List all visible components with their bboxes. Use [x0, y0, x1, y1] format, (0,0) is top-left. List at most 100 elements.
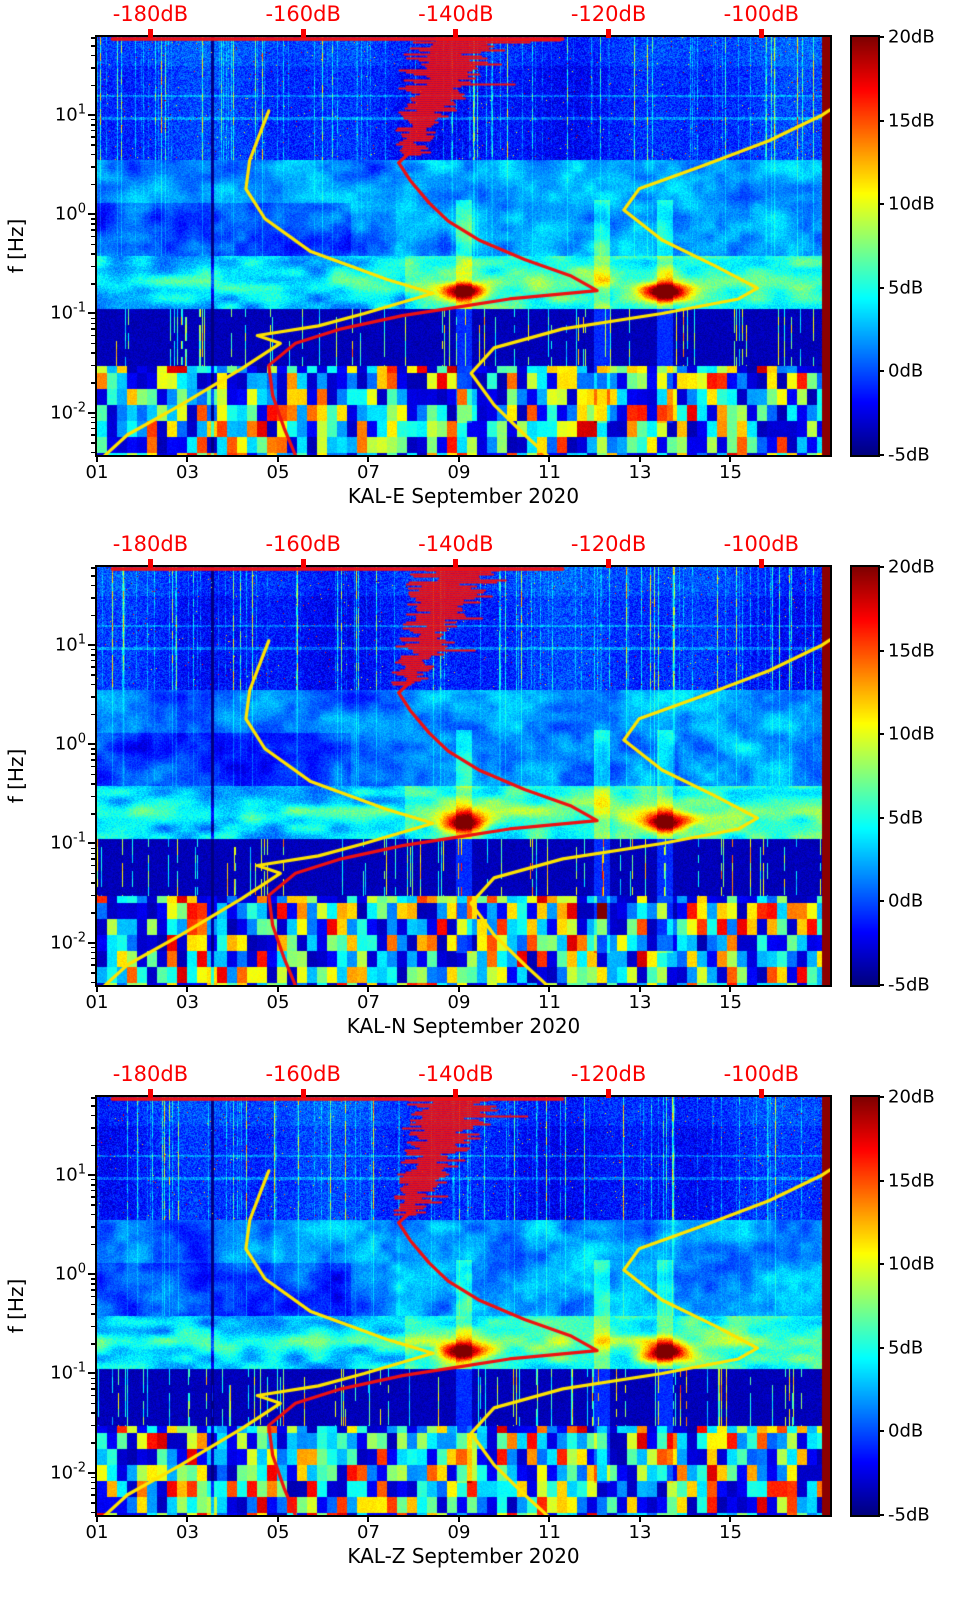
top-axis-red-tick [758, 1089, 764, 1098]
y-minor-tick [91, 882, 95, 884]
x-tick [638, 1517, 641, 1522]
y-minor-tick [91, 342, 95, 345]
y-minor-tick [91, 317, 95, 319]
y-axis-label: f [Hz] [4, 1278, 28, 1334]
y-minor-tick [91, 1295, 95, 1298]
y-minor-tick [91, 118, 95, 121]
panel-kal-z: f [Hz] KAL-Z September 2020 -180dB -160dB… [0, 1060, 962, 1590]
y-minor-tick [91, 1382, 95, 1385]
colorbar-tick [880, 900, 884, 903]
y-minor-tick [91, 1502, 95, 1504]
y-tick-label: 10-1 [50, 1360, 86, 1384]
y-minor-tick [91, 864, 95, 867]
y-tick-label: 10-2 [50, 1460, 86, 1484]
y-minor-tick [91, 322, 95, 325]
x-tick [638, 987, 641, 992]
colorbar-tick [880, 203, 884, 206]
y-minor-tick [91, 575, 95, 577]
y-minor-tick [91, 124, 95, 126]
top-axis-red-tick [300, 1089, 306, 1098]
top-axis-red-tick [606, 29, 612, 38]
y-minor-tick [91, 442, 95, 444]
x-tick [729, 987, 732, 992]
x-tick [276, 987, 279, 992]
y-minor-tick [91, 1283, 95, 1285]
y-minor-tick [91, 981, 95, 984]
top-axis-db-label: -120dB [570, 1062, 647, 1086]
y-minor-tick [91, 1243, 95, 1246]
y-minor-tick [91, 382, 95, 384]
y-minor-tick [91, 253, 95, 255]
y-tick-label: 101 [54, 632, 86, 656]
top-axis-db-label: -180dB [112, 1062, 189, 1086]
y-minor-tick [91, 1097, 95, 1099]
y-minor-tick [91, 1511, 95, 1514]
colorbar-tick [880, 1263, 884, 1266]
y-axis-label: f [Hz] [4, 218, 28, 274]
spectrogram-frame [95, 565, 832, 987]
y-tick-label: 10-1 [50, 830, 86, 854]
colorbar-tick-label: 0dB [888, 1420, 924, 1442]
panel-kal-n: f [Hz] KAL-N September 2020 -180dB -160dB… [0, 530, 962, 1060]
y-minor-tick [91, 1114, 95, 1117]
colorbar-canvas [852, 1097, 878, 1515]
panel-title: KAL-E September 2020 [347, 484, 580, 508]
spectrogram-canvas [97, 567, 830, 985]
colorbar-tick-label: 20dB [888, 26, 935, 48]
y-minor-tick [91, 696, 95, 698]
y-minor-tick [91, 753, 95, 755]
y-minor-tick [91, 229, 95, 231]
y-minor-tick [91, 648, 95, 651]
y-minor-tick [91, 1442, 95, 1444]
y-minor-tick [91, 1204, 95, 1206]
y-minor-tick [91, 1289, 95, 1291]
y-minor-tick [91, 218, 95, 220]
y-tick-label: 100 [54, 201, 86, 225]
x-tick-label: 15 [719, 462, 742, 483]
y-minor-tick [91, 451, 95, 454]
x-tick [457, 1517, 460, 1522]
colorbar-frame [850, 565, 880, 987]
top-axis-db-label: -100dB [723, 2, 799, 26]
colorbar-tick [880, 1096, 884, 1098]
spectrogram-frame [95, 1095, 832, 1517]
x-tick [276, 1517, 279, 1522]
y-tick-label: 100 [54, 731, 86, 755]
y-minor-tick [91, 1402, 95, 1405]
colorbar-tick [880, 1514, 884, 1516]
x-tick-label: 15 [719, 1522, 742, 1543]
y-minor-tick [91, 67, 95, 69]
x-tick [457, 457, 460, 462]
y-minor-tick [91, 1412, 95, 1414]
x-tick-label: 09 [447, 992, 471, 1013]
spectrogram-canvas [97, 1097, 830, 1515]
y-minor-tick [91, 912, 95, 914]
y-minor-tick [91, 45, 95, 47]
x-tick [638, 457, 641, 462]
x-tick [96, 987, 98, 992]
x-tick-label: 05 [266, 1522, 290, 1543]
top-axis-db-label: -140dB [418, 1062, 494, 1086]
y-minor-tick [91, 37, 95, 39]
x-tick [186, 1517, 189, 1522]
x-tick [96, 457, 98, 462]
y-tick-label: 10-2 [50, 400, 86, 424]
top-axis-db-label: -160dB [265, 2, 341, 26]
top-axis-red-tick [606, 559, 612, 568]
y-minor-tick [91, 1303, 95, 1306]
top-axis-db-label: -100dB [723, 532, 799, 556]
top-axis-db-label: -160dB [265, 532, 341, 556]
y-tick [88, 643, 95, 646]
colorbar-tick-label: 10dB [888, 1253, 935, 1275]
x-tick-label: 11 [538, 1522, 561, 1543]
colorbar-tick [880, 1179, 884, 1182]
y-minor-tick [91, 136, 95, 138]
spectrogram-frame [95, 35, 832, 457]
y-tick [88, 312, 95, 315]
colorbar-tick-label: 20dB [888, 1086, 935, 1108]
y-minor-tick [91, 434, 95, 436]
x-tick [729, 457, 732, 462]
y-minor-tick [91, 1278, 95, 1280]
y-minor-tick [91, 1105, 95, 1107]
colorbar-tick-label: 5dB [888, 277, 924, 299]
